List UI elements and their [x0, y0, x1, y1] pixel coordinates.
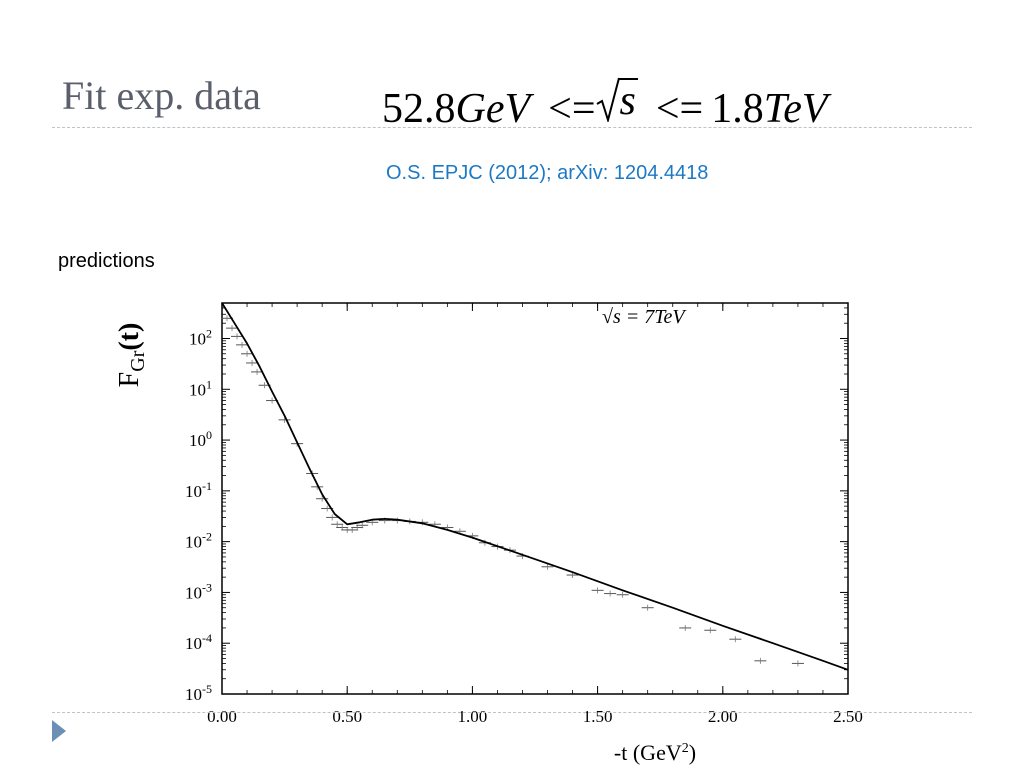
plot-frame — [221, 302, 849, 695]
x-tick-label: 0.50 — [332, 707, 362, 726]
formula-right-value: 1.8 — [711, 86, 764, 132]
y-tick-label: 10-2 — [185, 530, 212, 552]
x-tick-label: 1.50 — [583, 707, 613, 726]
x-tick-label: 0.00 — [207, 707, 237, 726]
y-tick-label: 10-3 — [185, 580, 212, 602]
y-tick-label: 101 — [189, 377, 212, 399]
energy-range-formula: 52.8 GeV <= s <= 1.8 TeV — [382, 76, 828, 133]
subtitle-predictions: predictions — [58, 250, 155, 272]
y-tick-label: 10-1 — [185, 479, 212, 501]
footer-divider — [52, 712, 972, 713]
y-axis-label: FGr(t) — [114, 323, 149, 388]
y-tick-label: 100 — [189, 428, 212, 450]
citation-link: O.S. EPJC (2012); arXiv: 1204.4418 — [386, 162, 709, 184]
slide-title: Fit exp. data — [62, 73, 261, 118]
x-axis-label: -t (GeV2) — [614, 740, 696, 765]
title-divider — [52, 127, 972, 128]
formula-op-1: <= — [548, 86, 596, 132]
x-tick-label: 1.00 — [458, 707, 488, 726]
formula-left-unit: GeV — [455, 86, 531, 132]
formula-left-value: 52.8 — [382, 86, 456, 132]
sqrt-s: s — [596, 76, 638, 122]
slide-nav-arrow-icon — [52, 720, 66, 742]
formula-right-unit: TeV — [763, 86, 828, 132]
y-tick-label: 102 — [189, 326, 212, 348]
formula-op-2: <= — [655, 86, 704, 132]
sqrt-icon — [596, 77, 620, 122]
sqrt-variable: s — [617, 78, 638, 124]
fit-curve — [221, 302, 849, 671]
x-tick-label: 2.00 — [708, 707, 738, 726]
x-tick-label: 2.50 — [833, 707, 863, 726]
sqrt-s-annotation: √s = 7TeV — [602, 306, 687, 328]
y-tick-label: 10-5 — [185, 682, 212, 704]
y-tick-label: 10-4 — [185, 631, 212, 653]
